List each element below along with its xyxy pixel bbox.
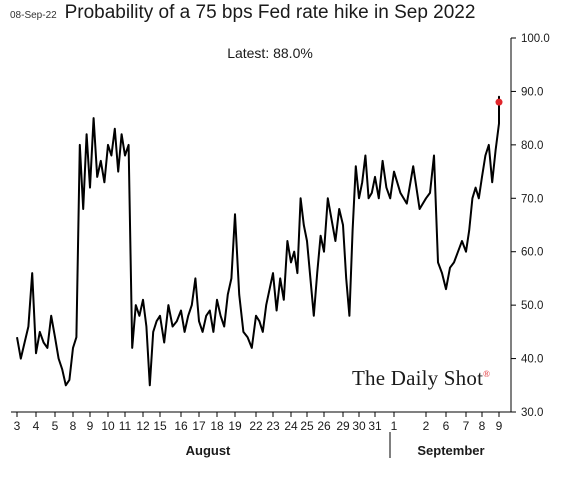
y-tick-label: 40.0 (521, 354, 543, 366)
x-tick-label: 1 (391, 419, 398, 433)
x-tick-label: 23 (266, 419, 280, 433)
latest-label: Latest: 88.0% (227, 45, 313, 61)
y-tick-label: 90.0 (521, 86, 543, 98)
x-tick-label: 10 (101, 419, 115, 433)
x-tick-label: 31 (368, 419, 382, 433)
y-tick-label: 100.0 (521, 33, 550, 45)
x-tick-label: 7 (463, 419, 470, 433)
series-line (16, 95, 500, 387)
x-tick-label: 29 (336, 419, 350, 433)
x-tick-label: 6 (443, 419, 450, 433)
brand-name: The Daily Shot (352, 366, 484, 390)
plot-area (16, 95, 503, 387)
brand-logo: The Daily Shot® (352, 366, 490, 391)
month-label-august: August (186, 443, 231, 458)
y-tick-label: 50.0 (521, 300, 543, 312)
brand-mark: ® (483, 369, 491, 379)
y-axis: 30.0 40.0 50.0 60.0 70.0 80.0 90.0 100.0 (510, 33, 550, 419)
x-tick-label: 5 (52, 419, 59, 433)
y-tick-label: 70.0 (521, 193, 543, 205)
x-tick-label: 2 (423, 419, 430, 433)
y-tick-label: 30.0 (521, 407, 543, 419)
y-tick-label: 60.0 (521, 247, 543, 259)
x-tick-label: 30 (352, 419, 366, 433)
x-tick-label: 26 (317, 419, 331, 433)
latest-point (495, 98, 503, 106)
x-tick-label: 11 (119, 419, 132, 433)
x-tick-label: 16 (174, 419, 188, 433)
x-tick-label: 25 (300, 419, 314, 433)
y-tick-label: 80.0 (521, 140, 543, 152)
x-tick-label: 19 (228, 419, 242, 433)
x-tick-label: 4 (33, 419, 40, 433)
x-tick-label: 12 (136, 419, 150, 433)
x-tick-label: 24 (284, 419, 298, 433)
x-tick-label: 3 (14, 419, 21, 433)
x-tick-label: 8 (479, 419, 486, 433)
chart-title: Probability of a 75 bps Fed rate hike in… (64, 2, 476, 23)
x-tick-label: 8 (70, 419, 77, 433)
x-tick-label: 22 (249, 419, 263, 433)
x-tick-label: 15 (153, 419, 167, 433)
x-tick-label: 9 (87, 419, 94, 433)
x-tick-label: 17 (192, 419, 206, 433)
date-stamp: 08-Sep-22 (10, 10, 57, 21)
x-axis: 3 4 5 8 9 10 11 12 15 16 17 18 19 22 23 24 25 26 29 30 31 1 2 6… (11, 411, 511, 458)
x-tick-label: 9 (496, 419, 503, 433)
x-tick-label: 18 (210, 419, 224, 433)
month-label-september: September (417, 443, 484, 458)
